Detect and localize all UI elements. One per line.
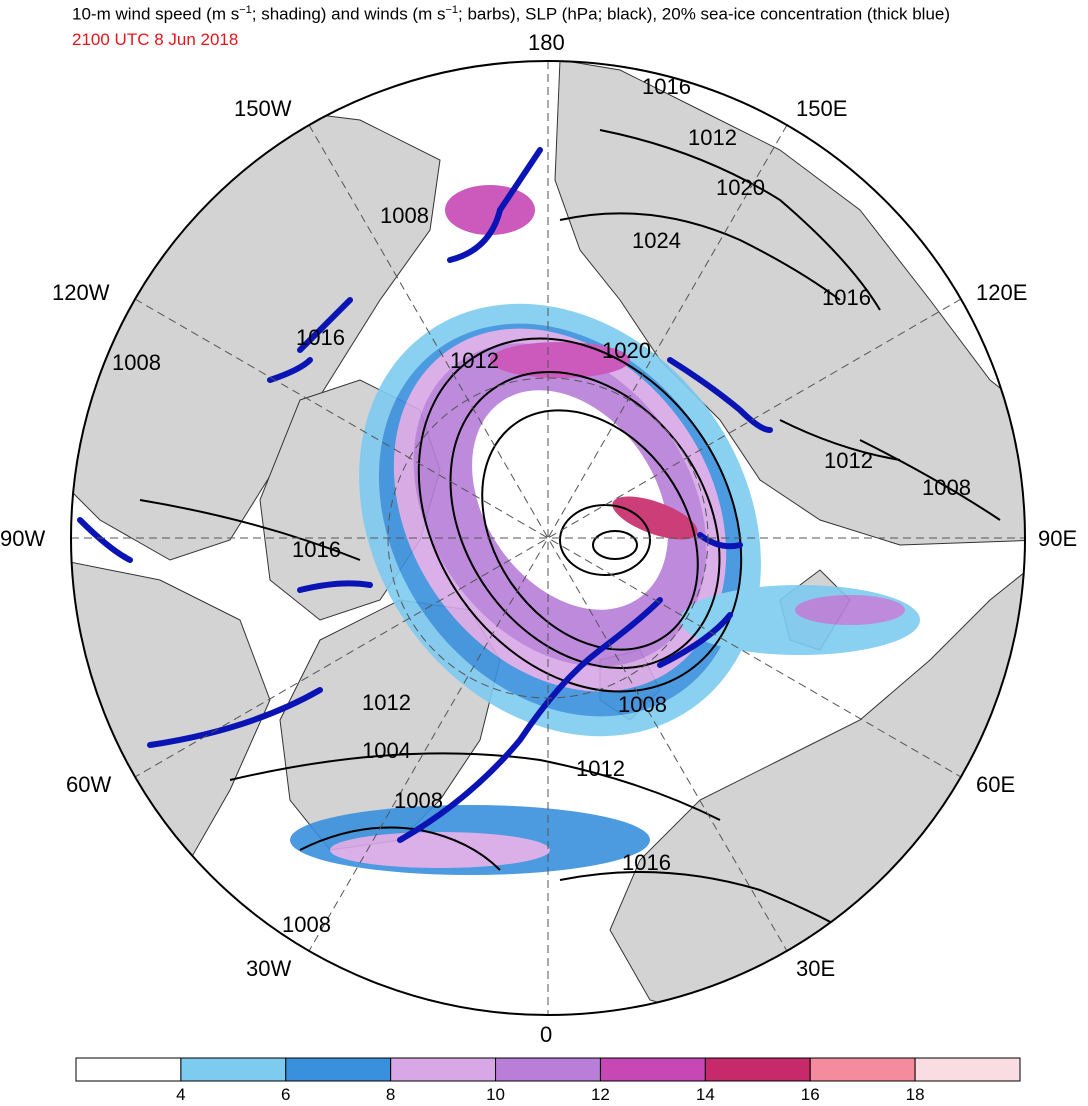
lon-label-90w: 90W xyxy=(0,526,46,551)
isobar-low-ring-3 xyxy=(449,370,721,670)
lon-label-60e: 60E xyxy=(976,772,1016,797)
ice-edge-bering xyxy=(447,147,543,263)
colorbar-tick-label: 16 xyxy=(800,1085,820,1104)
meridian-60-120 xyxy=(134,298,962,778)
isobar-label: 1012 xyxy=(450,348,499,373)
isobar-1008-eurasia xyxy=(859,439,1001,521)
isobar-label: 1016 xyxy=(292,537,341,562)
isobar-label: 1012 xyxy=(362,690,411,715)
ice-edge-barents xyxy=(657,532,743,668)
isobar-label: 1008 xyxy=(112,350,161,375)
map-boundary xyxy=(70,60,1026,1016)
lon-label-150e: 150E xyxy=(796,96,848,121)
lon-label-90e: 90E xyxy=(1038,526,1078,551)
map-title: 10-m wind speed (m s−1; shading) and win… xyxy=(72,4,951,24)
isobar-label: 1008 xyxy=(394,788,443,813)
isobar-label: 1016 xyxy=(622,850,671,875)
lon-label-180: 180 xyxy=(528,30,565,55)
lon-label-120w: 120W xyxy=(52,280,110,305)
ice-edge-atlantic xyxy=(147,597,663,843)
colorbar-swatch xyxy=(285,1057,392,1082)
isobar-low-ring-2 xyxy=(481,409,699,651)
valid-time: 2100 UTC 8 Jun 2018 xyxy=(72,30,239,49)
isobar-label: 1020 xyxy=(716,175,765,200)
isobar-1024 xyxy=(559,212,841,301)
lon-label-120e: 120E xyxy=(976,280,1028,305)
colorbar-tick-label: 8 xyxy=(385,1085,396,1104)
colorbar-swatch xyxy=(599,1057,706,1082)
map-disk: 1016 1012 1020 1008 1024 1016 1016 1008 … xyxy=(71,61,1025,1015)
wind-atlantic-band-strong xyxy=(330,832,550,868)
colorbar-swatch xyxy=(180,1057,287,1082)
latitude-circle-80 xyxy=(387,377,709,699)
isobar-1016-canada xyxy=(139,499,361,561)
isobar-1012-atlantic xyxy=(229,752,721,821)
isobar-label: 1008 xyxy=(282,912,331,937)
lon-label-30e: 30E xyxy=(796,956,836,981)
wind-kara-band xyxy=(795,595,905,625)
isobar-low-center xyxy=(592,530,638,560)
meridian-150-30 xyxy=(308,124,788,952)
colorbar-tick-label: 4 xyxy=(176,1085,186,1104)
isobar-1012-siberia xyxy=(779,419,901,461)
colorbar-swatch xyxy=(390,1057,497,1082)
isobar-label: 1008 xyxy=(380,203,429,228)
isobar-label: 1020 xyxy=(602,338,651,363)
ice-edge-greenland-sea xyxy=(297,580,373,593)
lon-label-0: 0 xyxy=(540,1022,553,1047)
lon-label-60w: 60W xyxy=(66,772,112,797)
colorbar-swatch xyxy=(704,1057,811,1082)
colorbar xyxy=(75,1057,1021,1082)
ice-edge-hudson xyxy=(267,297,353,383)
isobar-label: 1012 xyxy=(824,448,873,473)
land-eurasia-east xyxy=(554,61,1025,546)
isobar-label: 1024 xyxy=(632,228,681,253)
lon-label-30w: 30W xyxy=(246,956,292,981)
isobar-label: 1016 xyxy=(642,74,691,99)
wind-jet-max-14-16 xyxy=(612,496,698,540)
isobar-1020-east xyxy=(599,129,881,311)
isobar-low-ring-4 xyxy=(417,337,743,693)
isobar-low-ring-1 xyxy=(559,504,651,576)
lon-label-150w: 150W xyxy=(234,96,292,121)
isobar-label: 1012 xyxy=(576,756,625,781)
isobar-label: 1008 xyxy=(922,475,971,500)
colorbar-swatch xyxy=(75,1057,182,1082)
isobar-label: 1012 xyxy=(688,125,737,150)
graticule xyxy=(71,61,1025,1015)
meridian-120-60 xyxy=(134,298,962,778)
colorbar-swatch xyxy=(914,1057,1021,1082)
meridian-30-150 xyxy=(308,124,788,952)
colorbar-tick-label: 14 xyxy=(695,1085,715,1104)
isobar-label: 1016 xyxy=(296,325,345,350)
wind-shading xyxy=(290,185,920,875)
colorbar-swatch xyxy=(495,1057,601,1082)
colorbar-tick-label: 10 xyxy=(486,1085,506,1104)
colorbar-tick-label: 6 xyxy=(281,1085,291,1104)
colorbar-tick-label: 18 xyxy=(905,1085,925,1104)
isobars xyxy=(139,129,1001,981)
sea-ice-edge xyxy=(77,147,773,843)
ice-edge-canada xyxy=(77,517,133,563)
colorbar-tick-label: 12 xyxy=(590,1085,610,1104)
isobar-label: 1008 xyxy=(618,692,667,717)
colorbar-swatch xyxy=(809,1057,916,1082)
wind-bering-jet xyxy=(445,185,535,235)
isobar-label: 1004 xyxy=(362,738,411,763)
wind-jet-12-14 xyxy=(490,342,630,378)
isobar-label: 1016 xyxy=(822,285,871,310)
ice-edge-siberia xyxy=(667,357,773,433)
